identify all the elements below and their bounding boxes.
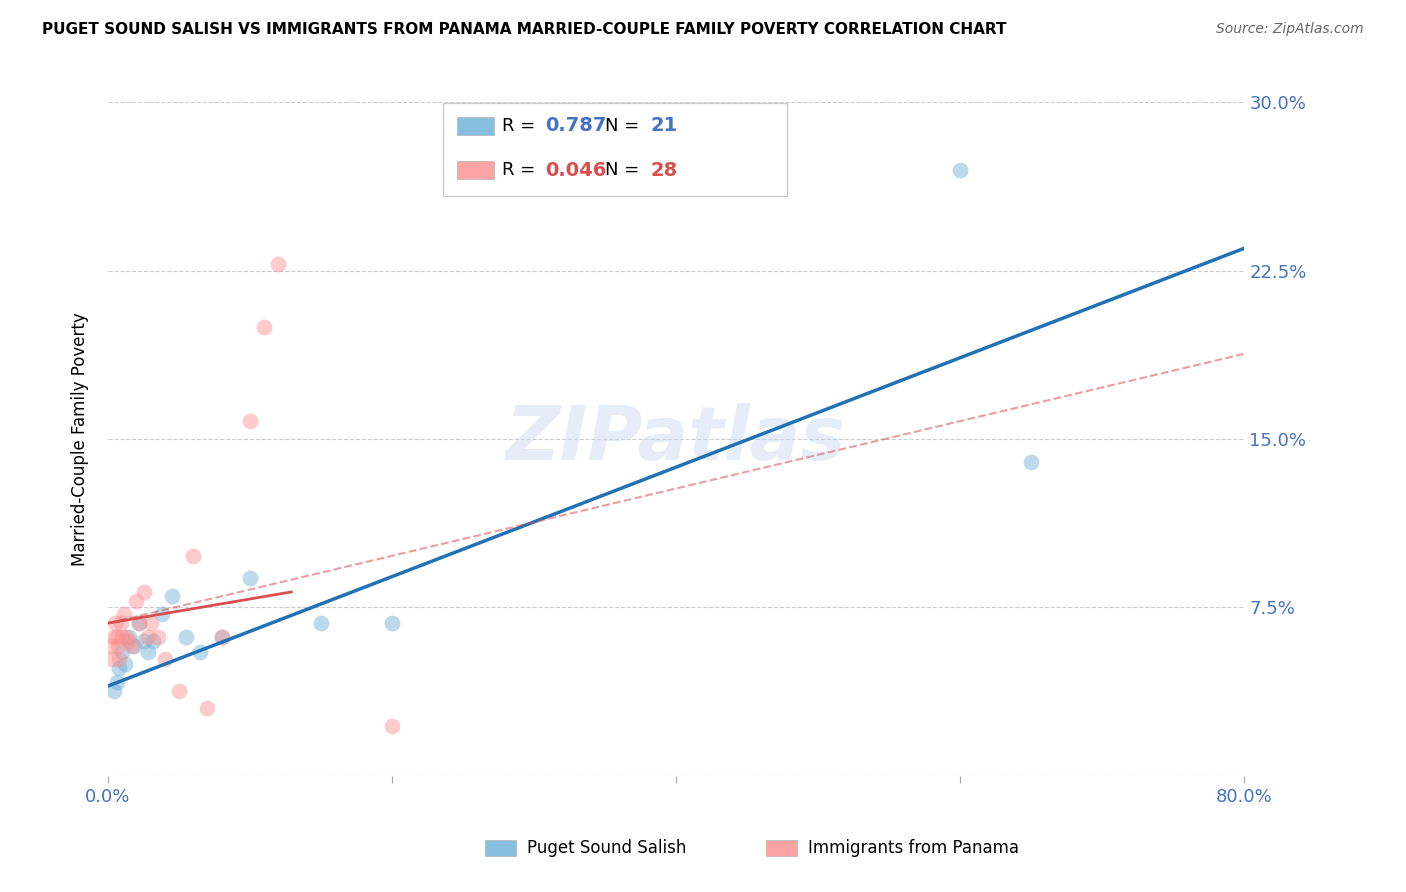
Point	[100, 639, 122, 653]
Point	[146, 630, 169, 644]
Point	[142, 634, 165, 648]
Text: Puget Sound Salish: Puget Sound Salish	[527, 839, 686, 857]
Point	[181, 549, 204, 563]
Point	[160, 589, 183, 603]
Point	[1021, 454, 1043, 468]
Point	[188, 645, 211, 659]
Text: Immigrants from Panama: Immigrants from Panama	[808, 839, 1019, 857]
Point	[949, 162, 972, 177]
Point	[153, 652, 176, 666]
Point	[122, 639, 145, 653]
Point	[139, 616, 162, 631]
Text: 21: 21	[651, 116, 678, 136]
Point	[118, 634, 141, 648]
Point	[239, 571, 262, 585]
Point	[197, 701, 219, 715]
Point	[110, 616, 132, 631]
Point	[239, 414, 262, 428]
Point	[211, 630, 233, 644]
Point	[103, 630, 125, 644]
Point	[105, 630, 128, 644]
Point	[136, 645, 159, 659]
Point	[114, 657, 136, 671]
Text: R =: R =	[502, 117, 541, 135]
Point	[103, 683, 125, 698]
Point	[121, 639, 143, 653]
Point	[267, 257, 290, 271]
Point	[104, 616, 127, 631]
Point	[381, 719, 404, 733]
Text: N =: N =	[605, 117, 644, 135]
Point	[111, 645, 134, 659]
Text: 0.046: 0.046	[546, 161, 607, 180]
Point	[381, 616, 404, 631]
Point	[105, 674, 128, 689]
Text: 28: 28	[651, 161, 678, 180]
Point	[108, 661, 131, 675]
Point	[115, 630, 138, 644]
Point	[309, 616, 332, 631]
Point	[128, 616, 150, 631]
Text: PUGET SOUND SALISH VS IMMIGRANTS FROM PANAMA MARRIED-COUPLE FAMILY POVERTY CORRE: PUGET SOUND SALISH VS IMMIGRANTS FROM PA…	[42, 22, 1007, 37]
Point	[111, 630, 134, 644]
Point	[107, 639, 129, 653]
Point	[150, 607, 173, 622]
Point	[253, 319, 276, 334]
Y-axis label: Married-Couple Family Poverty: Married-Couple Family Poverty	[72, 312, 89, 566]
Point	[132, 584, 155, 599]
Point	[108, 652, 131, 666]
Point	[136, 630, 159, 644]
Point	[118, 630, 141, 644]
Point	[101, 652, 124, 666]
Point	[125, 593, 148, 607]
Point	[167, 683, 190, 698]
Text: R =: R =	[502, 161, 541, 179]
Text: 0.787: 0.787	[546, 116, 607, 136]
Point	[112, 607, 135, 622]
Text: ZIPatlas: ZIPatlas	[506, 402, 846, 475]
Text: Source: ZipAtlas.com: Source: ZipAtlas.com	[1216, 22, 1364, 37]
Text: N =: N =	[605, 161, 644, 179]
Point	[128, 616, 150, 631]
Point	[211, 630, 233, 644]
Point	[132, 634, 155, 648]
Point	[174, 630, 197, 644]
